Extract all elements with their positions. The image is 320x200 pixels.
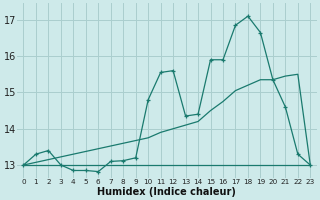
X-axis label: Humidex (Indice chaleur): Humidex (Indice chaleur)	[98, 187, 236, 197]
